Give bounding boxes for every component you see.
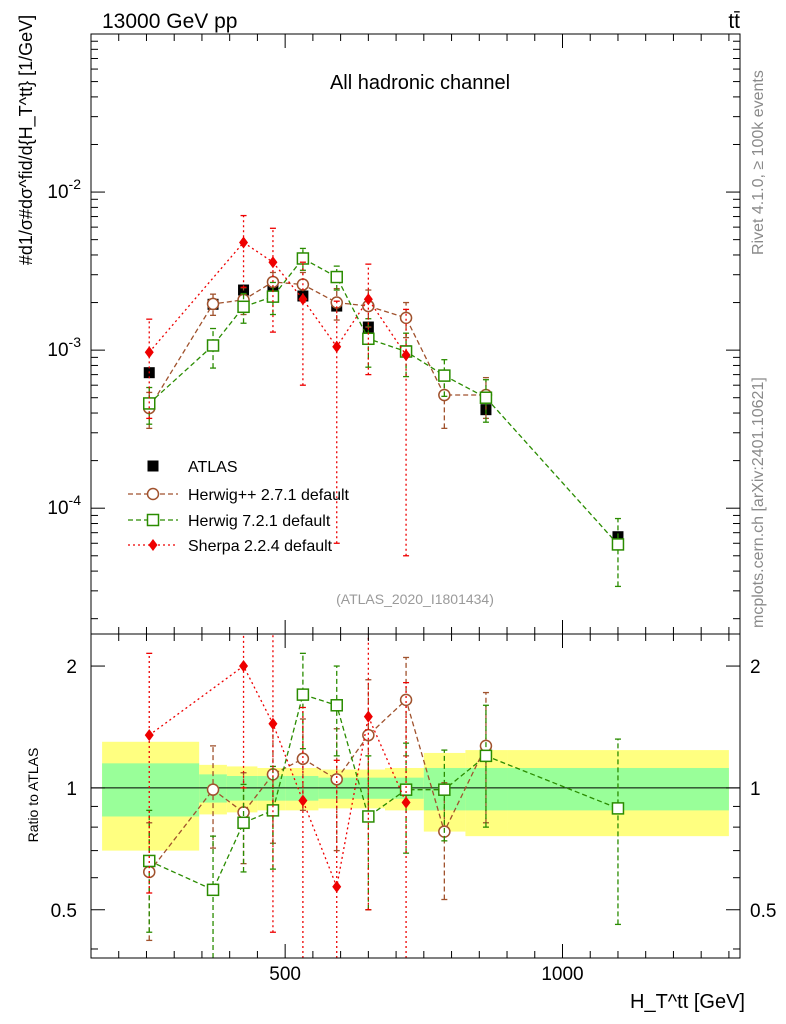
- y-tick-label: 10-2: [47, 176, 81, 203]
- marker: [330, 699, 343, 712]
- marker: [237, 816, 250, 830]
- y-tick-exponent: -3: [69, 334, 82, 350]
- marker: [206, 783, 220, 796]
- ratio-line: [148, 698, 487, 873]
- marker: [401, 796, 411, 809]
- legend-label: Herwig 7.2.1 default: [188, 513, 331, 530]
- marker: [298, 794, 308, 807]
- marker: [332, 880, 342, 893]
- y-tick-exponent: -2: [69, 176, 82, 192]
- marker: [268, 256, 278, 269]
- ratio-tick-label: 0.5: [51, 901, 77, 922]
- marker: [146, 513, 160, 527]
- ratio-y-axis-label: Ratio to ATLAS: [25, 748, 41, 843]
- marker: [268, 717, 278, 730]
- marker: [237, 300, 250, 314]
- series-sherpa-2-2-4-default: [144, 214, 411, 958]
- rivet-label: Rivet 4.1.0, ≥ 100k events: [750, 70, 767, 255]
- marker: [363, 710, 373, 723]
- legend-item: ATLAS: [147, 459, 238, 476]
- marker: [296, 752, 310, 766]
- marker: [296, 688, 310, 701]
- marker: [401, 349, 411, 362]
- legend-item: Sherpa 2.2.4 default: [128, 538, 333, 555]
- marker: [362, 810, 375, 823]
- y-tick-label: 10-3: [47, 334, 81, 361]
- marker: [144, 346, 154, 359]
- y-tick-label: 10-4: [47, 492, 81, 519]
- marker: [239, 236, 249, 249]
- marker: [206, 297, 220, 311]
- legend-label: ATLAS: [188, 459, 238, 476]
- marker: [399, 693, 413, 707]
- chart-title: All hadronic channel: [330, 72, 510, 94]
- marker: [611, 538, 625, 551]
- energy-label: 13000 GeV pp: [102, 10, 237, 33]
- legend-item: Herwig 7.2.1 default: [128, 513, 331, 530]
- marker: [611, 802, 625, 815]
- legend-item: Herwig++ 2.7.1 default: [128, 487, 350, 504]
- x-tick-label: 500: [269, 964, 301, 985]
- marker: [148, 539, 158, 551]
- ratio-tick-label-right: 0.5: [750, 901, 776, 922]
- marker: [146, 487, 160, 501]
- marker: [363, 293, 373, 306]
- marker: [147, 460, 159, 472]
- series-line: [148, 281, 486, 409]
- marker: [330, 270, 343, 284]
- mcplots-label: mcplots.cern.ch [arXiv:2401.10621]: [750, 377, 767, 628]
- legend: ATLAS Herwig++ 2.7.1 default Herwig 7.2.1 …: [128, 459, 350, 555]
- ratio-tick-label: 2: [66, 657, 77, 678]
- marker: [399, 783, 413, 796]
- band-inner: [102, 763, 200, 817]
- ratio-uncertainty-band: [91, 741, 740, 851]
- ratio-frame: [90, 633, 741, 959]
- marker: [479, 749, 493, 763]
- x-tick-label: 1000: [541, 964, 583, 985]
- legend-label: Sherpa 2.2.4 default: [188, 538, 333, 555]
- ratio-tick-label-right: 1: [750, 779, 761, 800]
- marker: [239, 660, 249, 673]
- analysis-id: (ATLAS_2020_I1801434): [336, 591, 494, 607]
- marker: [298, 293, 308, 306]
- marker: [330, 773, 343, 786]
- x-axis-label: H_T^tt [GeV]: [630, 991, 745, 1013]
- process-label: tt̄: [728, 10, 740, 33]
- marker: [399, 311, 413, 325]
- marker: [438, 783, 451, 796]
- legend-label: Herwig++ 2.7.1 default: [188, 487, 350, 504]
- marker: [479, 391, 493, 404]
- marker: [206, 883, 220, 897]
- marker: [438, 369, 451, 382]
- marker: [144, 729, 154, 742]
- ratio-tick-label: 1: [66, 779, 77, 800]
- marker: [206, 339, 220, 352]
- marker: [332, 340, 342, 353]
- y-tick-exponent: -4: [69, 492, 82, 508]
- data-series: [142, 214, 625, 958]
- ratio-tick-label-right: 2: [750, 657, 761, 678]
- y-axis-label: #d1/σ#dσ^fid/d{H_T^tt} [1/GeV]: [16, 15, 37, 265]
